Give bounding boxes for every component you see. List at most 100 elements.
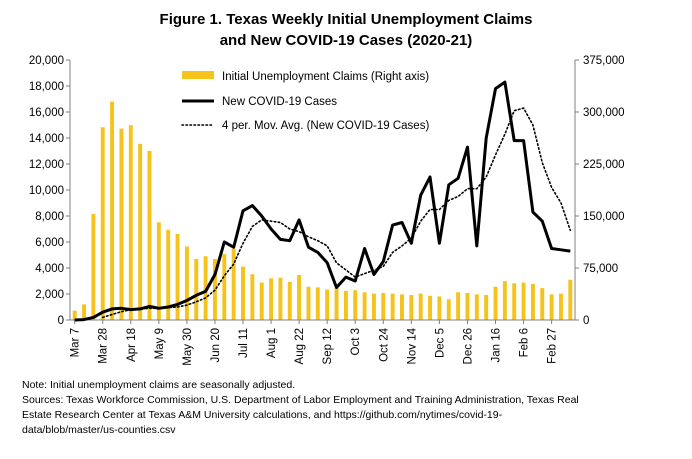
right-axis-tick-label: 300,000: [583, 107, 625, 119]
chart-title-line-2: and New COVID-19 Cases (2020-21): [219, 32, 473, 49]
claims-bar: [334, 288, 339, 320]
claims-bar: [119, 128, 124, 320]
claims-bar: [353, 290, 358, 320]
claims-bar: [138, 143, 143, 320]
right-axis-tick-label: 225,000: [583, 159, 625, 171]
x-axis-tick-label: Feb 27: [547, 328, 559, 364]
x-axis-tick-label: Dec 26: [462, 328, 474, 364]
left-axis-tick-label: 4,000: [35, 263, 64, 275]
claims-bar: [381, 292, 386, 320]
claims-bar: [156, 222, 161, 320]
claims-bar: [343, 290, 348, 320]
right-axis-tick-label: 375,000: [583, 55, 625, 67]
x-axis-tick-label: Aug 22: [294, 328, 306, 364]
left-axis-tick-label: 14,000: [29, 133, 64, 145]
claims-bar: [428, 295, 433, 320]
x-axis-tick-label: Oct 24: [378, 327, 390, 361]
claims-bar: [100, 127, 105, 321]
claims-bar: [315, 287, 320, 320]
new-cases-line: [74, 80, 571, 322]
claims-bar: [72, 310, 77, 320]
combo-chart: 0 2,000 4,000 6,000 8,000 10,000 12,000 14,000 1…: [29, 55, 625, 366]
claims-bar: [409, 295, 414, 320]
claims-bar: [371, 293, 376, 320]
claims-bar: [456, 292, 461, 320]
claims-bar: [269, 278, 274, 320]
chart-notes: Note: Initial unemployment claims are se…: [22, 378, 682, 438]
claims-bar: [128, 125, 133, 320]
claims-bar: [212, 258, 217, 320]
claims-bar: [325, 289, 330, 320]
claims-bar: [91, 213, 96, 320]
claims-bar: [166, 229, 171, 320]
sources-text-line-3: data/blob/master/us-counties.csv: [22, 424, 176, 436]
x-axis-tick-label: Jul 11: [238, 328, 250, 358]
right-axis-tick-label: 0: [583, 315, 589, 327]
claims-bar: [297, 274, 302, 320]
claims-bar: [474, 294, 479, 320]
x-axis-tick-label: Sep 12: [322, 328, 334, 364]
left-axis-tick-label: 18,000: [29, 81, 64, 93]
claims-bar: [540, 288, 545, 320]
x-axis-tick-label: Feb 6: [519, 328, 531, 357]
left-axis-tick-label: 6,000: [35, 237, 64, 249]
claims-bar: [175, 234, 180, 320]
x-axis-tick-label: Dec 5: [434, 328, 446, 358]
right-axis-tick-label: 150,000: [583, 211, 625, 223]
x-axis-tick-label: Aug 1: [266, 328, 278, 358]
claims-bar: [512, 283, 517, 320]
claims-bar: [437, 296, 442, 320]
claims-bar: [147, 150, 152, 320]
left-axis-tick-label: 2,000: [35, 289, 64, 301]
x-axis-tick-label: Oct 3: [350, 328, 362, 355]
x-axis-tick-label: Apr 18: [126, 328, 138, 362]
claims-bar: [82, 304, 86, 320]
left-axis-tick-label: 10,000: [29, 185, 64, 197]
x-axis-tick-label: May 9: [154, 328, 166, 359]
legend-claims-label: Initial Unemployment Claims (Right axis): [222, 71, 429, 83]
sources-text-line-2: Estate Research Center at Texas A&M Univ…: [22, 409, 503, 421]
claims-bar: [194, 258, 199, 320]
x-axis-tick-label: Jan 16: [491, 328, 503, 363]
claims-bar: [493, 286, 498, 320]
claims-bar: [259, 282, 264, 320]
x-axis-tick-label: Jun 20: [210, 328, 222, 363]
claims-bar: [222, 254, 227, 320]
claims-bar: [110, 101, 115, 320]
claims-bar: [465, 292, 470, 320]
legend-cases-label: New COVID-19 Cases: [222, 96, 337, 108]
sources-text-line-1: Sources: Texas Workforce Commission, U.S…: [22, 394, 579, 406]
claims-bar: [203, 256, 208, 320]
claims-bar: [549, 294, 554, 320]
left-axis-tick-label: 20,000: [29, 55, 64, 67]
x-axis-tick-label: Nov 14: [406, 327, 418, 364]
claims-bar: [559, 293, 563, 320]
claims-bar: [306, 286, 311, 320]
left-axis-tick-label: 12,000: [29, 159, 64, 171]
claims-bar: [484, 295, 489, 320]
claims-bar: [568, 279, 573, 320]
right-axis-tick-label: 75,000: [583, 263, 618, 275]
claims-bar: [231, 248, 236, 320]
claims-bar: [502, 281, 507, 320]
claims-bar: [530, 283, 535, 320]
chart-title-line-1: Figure 1. Texas Weekly Initial Unemploym…: [159, 11, 533, 28]
x-axis-tick-label: Mar 28: [98, 328, 110, 364]
moving-average-line: [101, 107, 572, 319]
claims-bar: [184, 246, 189, 320]
left-axis-tick-label: 8,000: [35, 211, 64, 223]
left-axis-tick-label: 16,000: [29, 107, 64, 119]
claims-bar: [287, 281, 292, 320]
legend-claims-swatch: [182, 71, 214, 79]
claims-bar: [446, 299, 451, 320]
claims-bar: [400, 294, 404, 320]
claims-bar: [521, 282, 526, 320]
note-text: Note: Initial unemployment claims are se…: [22, 379, 296, 391]
claims-bar: [362, 292, 367, 320]
claims-bar: [390, 293, 395, 320]
claims-bar: [241, 266, 245, 320]
legend-average-label: 4 per. Mov. Avg. (New COVID-19 Cases): [222, 120, 429, 132]
x-axis-tick-label: May 30: [182, 328, 194, 366]
claims-bar: [250, 274, 255, 320]
left-axis-tick-label: 0: [58, 315, 64, 327]
